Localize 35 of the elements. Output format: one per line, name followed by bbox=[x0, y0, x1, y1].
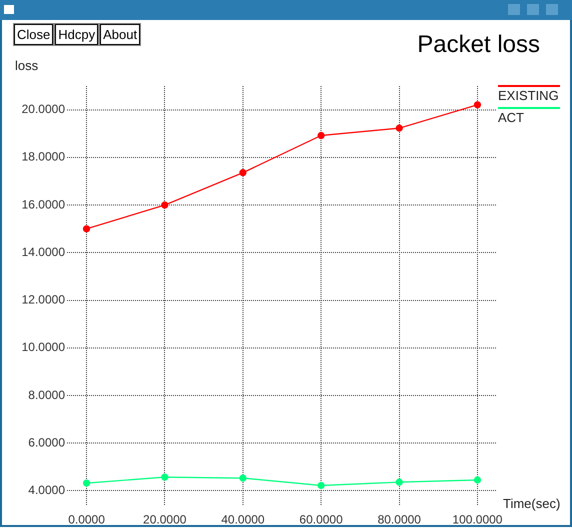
text: About bbox=[100, 24, 140, 45]
x-tick-label: 80.0000 bbox=[378, 512, 422, 527]
point bbox=[396, 124, 403, 132]
legend-label: ACT bbox=[498, 110, 524, 125]
x-tick-label: 40.0000 bbox=[221, 512, 265, 527]
point bbox=[396, 478, 403, 486]
point bbox=[317, 132, 325, 140]
point bbox=[161, 474, 168, 481]
y-tick-label: 12.0000 bbox=[22, 292, 66, 307]
point bbox=[474, 101, 482, 108]
x-tick-label: 20.0000 bbox=[143, 512, 187, 527]
y-axis-title: loss bbox=[15, 58, 39, 73]
text: Hdcpy bbox=[55, 24, 98, 45]
y-tick-label: 20.0000 bbox=[22, 102, 66, 116]
point bbox=[239, 169, 247, 176]
y-tick-label: 16.0000 bbox=[22, 197, 66, 212]
point bbox=[161, 201, 168, 209]
y-tick-label: 14.0000 bbox=[22, 244, 66, 259]
y-tick-label: 6.0000 bbox=[28, 435, 66, 450]
y-tick-label: 10.0000 bbox=[22, 340, 66, 354]
x-tick-label: 0.0000 bbox=[68, 512, 106, 527]
point bbox=[82, 480, 90, 487]
legend-label: EXISTING bbox=[498, 88, 559, 103]
y-tick-label: 4.0000 bbox=[28, 483, 66, 498]
x-tick-label: 100.0000 bbox=[452, 512, 503, 527]
point bbox=[82, 225, 90, 232]
x-axis-title: Time(sec) bbox=[503, 496, 560, 511]
point bbox=[474, 476, 482, 484]
point bbox=[239, 474, 247, 482]
chart-title: Packet loss bbox=[417, 31, 540, 58]
y-tick-label: 18.0000 bbox=[22, 150, 66, 164]
y-tick-label: 8.0000 bbox=[28, 388, 66, 402]
x-tick-label: 60.0000 bbox=[299, 512, 344, 527]
point bbox=[317, 482, 325, 490]
text: Close bbox=[14, 24, 54, 45]
